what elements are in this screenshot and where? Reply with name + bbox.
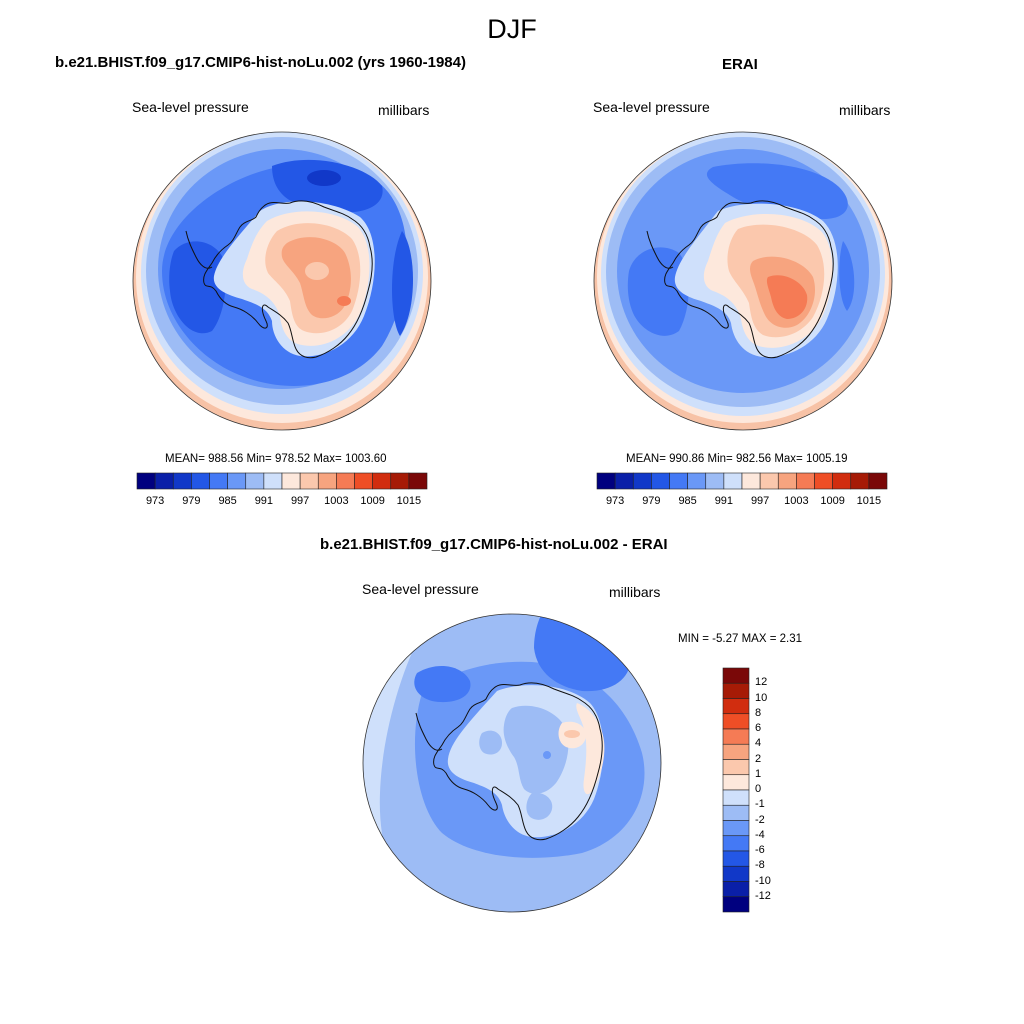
- colorbar-tick-label: -12: [755, 889, 771, 902]
- colorbar-tick-label: 1009: [360, 495, 385, 507]
- panel-2-title: ERAI: [722, 56, 758, 73]
- colorbar-box: [722, 865, 750, 882]
- colorbar-box: [336, 472, 355, 490]
- colorbar-box: [759, 472, 779, 490]
- colorbar-box: [227, 472, 247, 490]
- colorbar-box: [722, 896, 750, 913]
- colorbar-box: [614, 472, 634, 490]
- colorbar-tick-label: 979: [182, 495, 201, 507]
- panel-3-stats: MIN = -5.27 MAX = 2.31: [678, 633, 803, 645]
- panel-2-map: [593, 131, 893, 431]
- colorbar-box: [777, 472, 797, 490]
- colorbar-box: [687, 472, 707, 490]
- colorbar-box: [372, 472, 392, 490]
- colorbar-box: [868, 472, 888, 490]
- colorbar-tick-label: 973: [605, 495, 625, 507]
- colorbar-box: [263, 472, 283, 490]
- colorbar-box: [796, 472, 815, 490]
- panel-3-variable: Sea-level pressure: [362, 581, 479, 597]
- colorbar-box: [651, 472, 670, 490]
- colorbar-box: [722, 774, 750, 791]
- colorbar-tick-label: 2: [755, 752, 762, 765]
- panel-1-colorbar: [136, 472, 428, 490]
- colorbar-tick-label: 6: [755, 722, 762, 734]
- colorbar-tick-label: -8: [755, 859, 765, 872]
- colorbar-box: [596, 472, 616, 490]
- colorbar-tick-label: -4: [755, 828, 765, 841]
- colorbar-box: [281, 472, 301, 490]
- panel-2-variable: Sea-level pressure: [593, 99, 710, 115]
- colorbar-box: [722, 804, 750, 821]
- colorbar-box: [299, 472, 319, 490]
- colorbar-tick-label: 0: [755, 783, 762, 795]
- colorbar-box: [722, 881, 750, 898]
- colorbar-box: [850, 472, 870, 490]
- panel-1-map: [132, 131, 432, 431]
- colorbar-tick-label: 1003: [324, 495, 349, 507]
- colorbar-box: [814, 472, 833, 490]
- colorbar-tick-label: 1015: [856, 495, 882, 507]
- colorbar-box: [154, 472, 174, 490]
- colorbar-box: [722, 789, 750, 806]
- colorbar-box: [722, 667, 750, 684]
- colorbar-tick-label: 973: [145, 495, 165, 507]
- colorbar-tick-label: 1015: [396, 495, 422, 507]
- colorbar-tick-label: 997: [750, 495, 770, 507]
- colorbar-box: [722, 682, 750, 699]
- colorbar-tick-label: 979: [642, 495, 661, 507]
- figure-title: DJF: [487, 14, 537, 44]
- colorbar-box: [722, 850, 750, 867]
- colorbar-box: [669, 472, 688, 490]
- colorbar-tick-label: 1: [755, 767, 762, 780]
- colorbar-tick-label: 4: [755, 737, 762, 750]
- panel-3-map: [362, 613, 662, 913]
- colorbar-box: [408, 472, 428, 490]
- colorbar-tick-label: 991: [254, 495, 274, 507]
- colorbar-box: [354, 472, 373, 490]
- panel-1-title: b.e21.BHIST.f09_g17.CMIP6-hist-noLu.002 …: [55, 54, 466, 71]
- colorbar-box: [390, 472, 410, 490]
- colorbar-box: [722, 728, 750, 745]
- colorbar-tick-label: 985: [218, 495, 237, 507]
- panel-2-colorbar: [596, 472, 888, 490]
- colorbar-tick-label: -6: [755, 844, 765, 856]
- colorbar-box: [723, 472, 743, 490]
- colorbar-box: [722, 698, 750, 715]
- colorbar-box: [705, 472, 725, 490]
- colorbar-tick-label: -1: [755, 798, 765, 811]
- colorbar-box: [722, 820, 750, 837]
- colorbar-tick-label: -2: [755, 813, 765, 826]
- colorbar-box: [722, 743, 750, 760]
- colorbar-tick-label: 1009: [820, 495, 845, 507]
- colorbar-tick-label: 12: [755, 676, 768, 689]
- colorbar-box: [632, 472, 652, 490]
- colorbar-tick-label: 8: [755, 706, 762, 719]
- colorbar-tick-label: 985: [678, 495, 697, 507]
- colorbar-box: [832, 472, 852, 490]
- colorbar-box: [191, 472, 210, 490]
- panel-2-stats: MEAN= 990.86 Min= 982.56 Max= 1005.19: [626, 453, 848, 465]
- colorbar-box: [172, 472, 192, 490]
- colorbar-box: [741, 472, 761, 490]
- panel-3-colorbar: [722, 667, 750, 913]
- colorbar-tick-label: 10: [755, 691, 768, 704]
- colorbar-box: [722, 759, 750, 776]
- panel-1-units: millibars: [378, 102, 430, 118]
- panel-1-stats: MEAN= 988.56 Min= 978.52 Max= 1003.60: [165, 453, 387, 465]
- colorbar-box: [136, 472, 156, 490]
- colorbar-box: [245, 472, 265, 490]
- colorbar-tick-label: -10: [755, 874, 771, 887]
- colorbar-box: [317, 472, 337, 490]
- colorbar-box: [722, 713, 750, 730]
- colorbar-box: [722, 835, 750, 852]
- colorbar-tick-label: 991: [714, 495, 734, 507]
- colorbar-box: [209, 472, 228, 490]
- colorbar-tick-label: 997: [290, 495, 310, 507]
- colorbar-tick-label: 1003: [784, 495, 809, 507]
- panel-3-units: millibars: [609, 584, 661, 600]
- panel-2-units: millibars: [839, 102, 891, 118]
- panel-3-title: b.e21.BHIST.f09_g17.CMIP6-hist-noLu.002 …: [320, 536, 668, 553]
- panel-1-variable: Sea-level pressure: [132, 99, 249, 115]
